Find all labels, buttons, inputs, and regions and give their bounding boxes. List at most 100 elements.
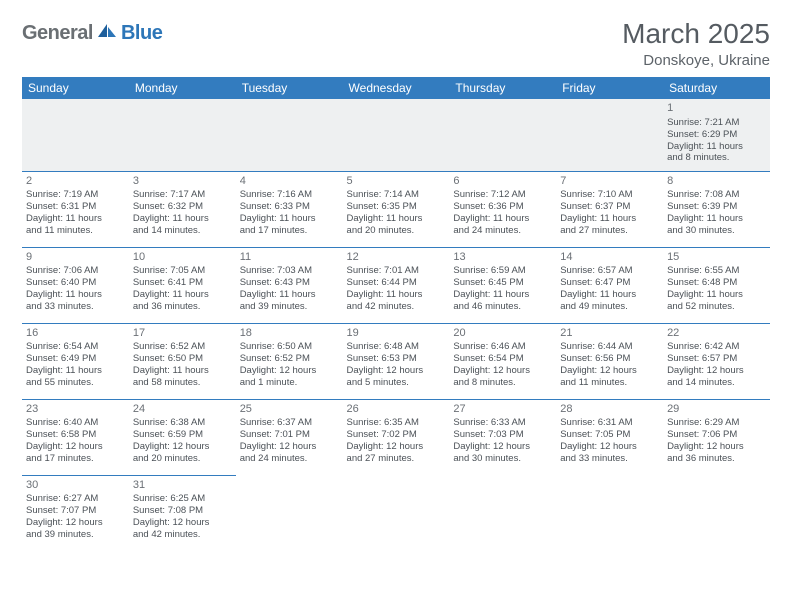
daylight-text: Daylight: 11 hours xyxy=(667,213,766,225)
sunset-text: Sunset: 7:06 PM xyxy=(667,429,766,441)
sunrise-text: Sunrise: 6:59 AM xyxy=(453,265,552,277)
sunrise-text: Sunrise: 7:05 AM xyxy=(133,265,232,277)
sunrise-text: Sunrise: 7:16 AM xyxy=(240,189,339,201)
day-number: 24 xyxy=(133,403,232,417)
calendar-day: 7Sunrise: 7:10 AMSunset: 6:37 PMDaylight… xyxy=(556,171,663,247)
calendar-day: 31Sunrise: 6:25 AMSunset: 7:08 PMDayligh… xyxy=(129,475,236,551)
calendar-day: 12Sunrise: 7:01 AMSunset: 6:44 PMDayligh… xyxy=(343,247,450,323)
daylight-text: and 20 minutes. xyxy=(133,453,232,465)
daylight-text: and 14 minutes. xyxy=(133,225,232,237)
day-number: 12 xyxy=(347,251,446,265)
day-number: 11 xyxy=(240,251,339,265)
day-number: 2 xyxy=(26,175,125,189)
calendar-empty xyxy=(22,99,129,171)
calendar-day: 16Sunrise: 6:54 AMSunset: 6:49 PMDayligh… xyxy=(22,323,129,399)
calendar-week: 9Sunrise: 7:06 AMSunset: 6:40 PMDaylight… xyxy=(22,247,770,323)
sunrise-text: Sunrise: 6:40 AM xyxy=(26,417,125,429)
calendar-week: 16Sunrise: 6:54 AMSunset: 6:49 PMDayligh… xyxy=(22,323,770,399)
calendar-day: 6Sunrise: 7:12 AMSunset: 6:36 PMDaylight… xyxy=(449,171,556,247)
sunrise-text: Sunrise: 6:48 AM xyxy=(347,341,446,353)
daylight-text: Daylight: 11 hours xyxy=(240,213,339,225)
day-number: 20 xyxy=(453,327,552,341)
daylight-text: Daylight: 11 hours xyxy=(26,289,125,301)
day-number: 22 xyxy=(667,327,766,341)
day-number: 27 xyxy=(453,403,552,417)
daylight-text: and 52 minutes. xyxy=(667,301,766,313)
sunset-text: Sunset: 7:03 PM xyxy=(453,429,552,441)
calendar-day: 17Sunrise: 6:52 AMSunset: 6:50 PMDayligh… xyxy=(129,323,236,399)
calendar-day: 18Sunrise: 6:50 AMSunset: 6:52 PMDayligh… xyxy=(236,323,343,399)
daylight-text: and 49 minutes. xyxy=(560,301,659,313)
daylight-text: Daylight: 12 hours xyxy=(26,441,125,453)
calendar-day: 1Sunrise: 7:21 AMSunset: 6:29 PMDaylight… xyxy=(663,99,770,171)
sunset-text: Sunset: 6:53 PM xyxy=(347,353,446,365)
day-number: 16 xyxy=(26,327,125,341)
day-number: 28 xyxy=(560,403,659,417)
sunset-text: Sunset: 7:07 PM xyxy=(26,505,125,517)
calendar-day: 2Sunrise: 7:19 AMSunset: 6:31 PMDaylight… xyxy=(22,171,129,247)
calendar-day: 9Sunrise: 7:06 AMSunset: 6:40 PMDaylight… xyxy=(22,247,129,323)
weekday-header: Sunday xyxy=(22,77,129,99)
daylight-text: and 5 minutes. xyxy=(347,377,446,389)
calendar-day: 3Sunrise: 7:17 AMSunset: 6:32 PMDaylight… xyxy=(129,171,236,247)
sunset-text: Sunset: 6:32 PM xyxy=(133,201,232,213)
sunset-text: Sunset: 6:45 PM xyxy=(453,277,552,289)
sunrise-text: Sunrise: 6:35 AM xyxy=(347,417,446,429)
weekday-header: Wednesday xyxy=(343,77,450,99)
day-number: 10 xyxy=(133,251,232,265)
calendar-empty xyxy=(449,99,556,171)
sunrise-text: Sunrise: 7:12 AM xyxy=(453,189,552,201)
daylight-text: and 11 minutes. xyxy=(26,225,125,237)
daylight-text: and 39 minutes. xyxy=(240,301,339,313)
sunset-text: Sunset: 6:50 PM xyxy=(133,353,232,365)
daylight-text: and 24 minutes. xyxy=(453,225,552,237)
daylight-text: and 27 minutes. xyxy=(560,225,659,237)
day-number: 7 xyxy=(560,175,659,189)
daylight-text: Daylight: 12 hours xyxy=(560,441,659,453)
calendar-page: General Blue March 2025 Donskoye, Ukrain… xyxy=(0,0,792,551)
sunset-text: Sunset: 6:48 PM xyxy=(667,277,766,289)
logo-text-blue: Blue xyxy=(121,22,162,45)
daylight-text: and 46 minutes. xyxy=(453,301,552,313)
sunset-text: Sunset: 6:36 PM xyxy=(453,201,552,213)
calendar-empty xyxy=(343,475,450,551)
daylight-text: and 55 minutes. xyxy=(26,377,125,389)
sunrise-text: Sunrise: 6:44 AM xyxy=(560,341,659,353)
sunrise-text: Sunrise: 6:57 AM xyxy=(560,265,659,277)
sunrise-text: Sunrise: 6:25 AM xyxy=(133,493,232,505)
daylight-text: Daylight: 12 hours xyxy=(667,441,766,453)
day-number: 25 xyxy=(240,403,339,417)
sunrise-text: Sunrise: 6:52 AM xyxy=(133,341,232,353)
sunrise-text: Sunrise: 6:55 AM xyxy=(667,265,766,277)
month-title: March 2025 xyxy=(622,18,770,50)
calendar-day: 29Sunrise: 6:29 AMSunset: 7:06 PMDayligh… xyxy=(663,399,770,475)
day-number: 15 xyxy=(667,251,766,265)
daylight-text: Daylight: 12 hours xyxy=(26,517,125,529)
calendar-empty xyxy=(129,99,236,171)
daylight-text: and 58 minutes. xyxy=(133,377,232,389)
calendar-day: 22Sunrise: 6:42 AMSunset: 6:57 PMDayligh… xyxy=(663,323,770,399)
day-number: 8 xyxy=(667,175,766,189)
sunrise-text: Sunrise: 7:01 AM xyxy=(347,265,446,277)
daylight-text: Daylight: 12 hours xyxy=(240,441,339,453)
daylight-text: Daylight: 11 hours xyxy=(26,213,125,225)
calendar-day: 19Sunrise: 6:48 AMSunset: 6:53 PMDayligh… xyxy=(343,323,450,399)
sunset-text: Sunset: 6:56 PM xyxy=(560,353,659,365)
day-number: 9 xyxy=(26,251,125,265)
day-number: 3 xyxy=(133,175,232,189)
daylight-text: Daylight: 12 hours xyxy=(347,365,446,377)
sunset-text: Sunset: 6:49 PM xyxy=(26,353,125,365)
sunset-text: Sunset: 6:29 PM xyxy=(667,129,766,141)
sunset-text: Sunset: 6:41 PM xyxy=(133,277,232,289)
sunset-text: Sunset: 6:39 PM xyxy=(667,201,766,213)
sunset-text: Sunset: 6:47 PM xyxy=(560,277,659,289)
daylight-text: Daylight: 11 hours xyxy=(347,213,446,225)
sunrise-text: Sunrise: 6:29 AM xyxy=(667,417,766,429)
daylight-text: and 24 minutes. xyxy=(240,453,339,465)
weekday-header: Monday xyxy=(129,77,236,99)
weekday-header: Friday xyxy=(556,77,663,99)
day-number: 5 xyxy=(347,175,446,189)
sunset-text: Sunset: 6:37 PM xyxy=(560,201,659,213)
daylight-text: Daylight: 11 hours xyxy=(26,365,125,377)
calendar-day: 25Sunrise: 6:37 AMSunset: 7:01 PMDayligh… xyxy=(236,399,343,475)
